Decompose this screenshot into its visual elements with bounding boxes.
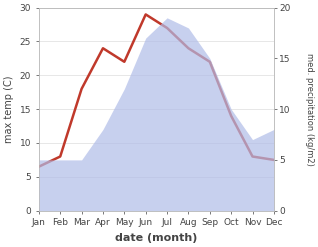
X-axis label: date (month): date (month) [115, 233, 197, 243]
Y-axis label: med. precipitation (kg/m2): med. precipitation (kg/m2) [305, 53, 314, 165]
Y-axis label: max temp (C): max temp (C) [4, 75, 14, 143]
